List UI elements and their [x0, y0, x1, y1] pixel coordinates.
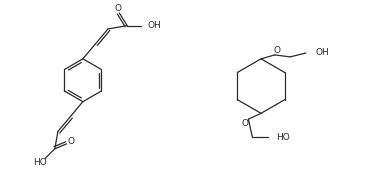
Text: O: O: [241, 119, 248, 128]
Text: O: O: [115, 4, 122, 13]
Text: HO: HO: [276, 133, 290, 142]
Text: O: O: [68, 137, 75, 146]
Text: OH: OH: [147, 21, 161, 30]
Text: O: O: [273, 46, 280, 55]
Text: OH: OH: [316, 47, 329, 56]
Text: HO: HO: [33, 158, 47, 167]
